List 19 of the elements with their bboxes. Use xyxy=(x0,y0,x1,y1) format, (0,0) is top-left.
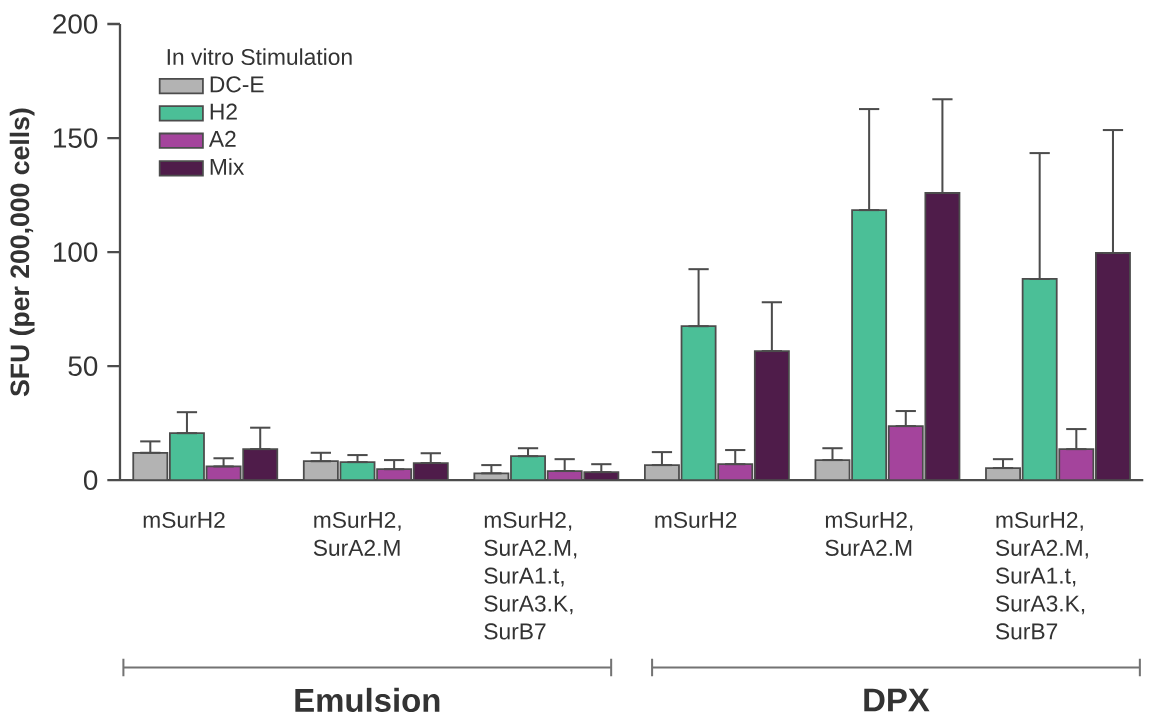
legend-label: Mix xyxy=(210,158,245,175)
x-tick-label: mSurH2, SurA2.M xyxy=(825,511,913,556)
y-tick-label: 150 xyxy=(54,128,98,148)
text: Emulsion xyxy=(295,687,440,713)
legend-title: In vitro Stimulation xyxy=(167,48,352,66)
legend-label: DC-E xyxy=(210,76,264,93)
x-tick-label: mSurH2 xyxy=(655,511,737,529)
x-tick-label: mSurH2, SurA2.M xyxy=(313,511,401,556)
y-tick-label: 0 xyxy=(83,470,98,491)
y-axis-title: SFU (per 200,000 cells) xyxy=(9,108,35,397)
x-tick-label: mSurH2, SurA2.M, SurA1.t, SurA3.K, SurB7 xyxy=(484,511,577,640)
legend-label: A2 xyxy=(208,130,236,147)
y-tick-label: 50 xyxy=(68,356,98,376)
legend-label: H2 xyxy=(210,103,237,120)
y-tick-label: 200 xyxy=(53,14,98,34)
x-tick-label: mSurH2 xyxy=(143,511,225,529)
text: DPX xyxy=(864,688,930,712)
x-tick-label: mSurH2, SurA2.M, SurA1.t, SurA3.K, SurB7 xyxy=(995,511,1088,640)
y-tick-label: 100 xyxy=(54,242,98,262)
